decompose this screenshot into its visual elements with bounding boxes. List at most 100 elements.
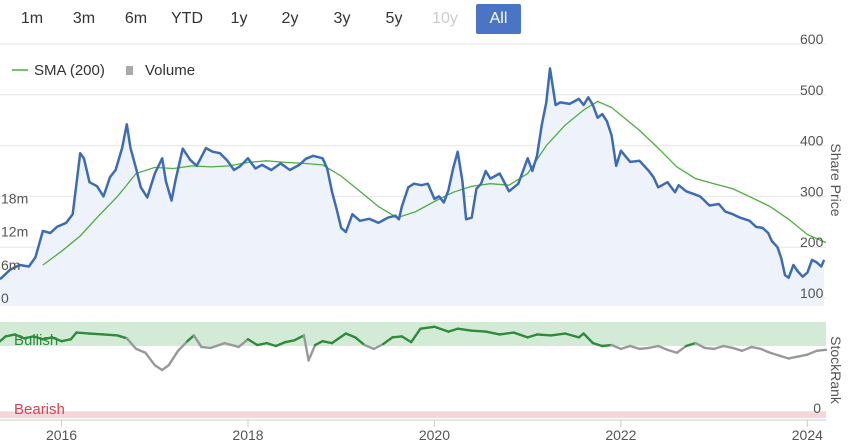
stockrank-segment <box>161 364 170 372</box>
stockrank-segment <box>796 353 809 358</box>
stockrank-segment <box>313 340 324 347</box>
stockrank-segment <box>629 344 641 351</box>
time-axis-label: 2016 <box>46 427 77 443</box>
stockrank-segment <box>186 334 196 343</box>
stockrank-segment <box>447 327 459 333</box>
range-button-6m[interactable]: 6m <box>124 10 148 27</box>
stockrank-segment <box>498 331 515 336</box>
stockrank-segment <box>470 329 487 333</box>
stockrank-segment <box>167 349 180 367</box>
stockrank-segment <box>144 351 156 367</box>
stockrank-segment <box>433 325 450 333</box>
range-button-all[interactable]: All <box>476 4 521 34</box>
time-axis: 2016 2018 2020 2022 2024 <box>0 419 826 443</box>
stockrank-segment <box>23 335 35 340</box>
stockrank-segment <box>806 349 818 356</box>
range-button-3m[interactable]: 3m <box>72 10 96 27</box>
stockrank-segment <box>41 336 54 341</box>
stockrank-segment <box>619 344 632 351</box>
stockrank-segment <box>353 336 366 347</box>
volume-tick-label: 18m <box>1 190 28 206</box>
stockrank-segment <box>647 344 660 350</box>
stockrank-segment <box>638 346 651 351</box>
stockrank-segment <box>223 341 240 349</box>
price-tick-label: 600 <box>800 31 824 47</box>
range-button-3y[interactable]: 3y <box>333 10 351 27</box>
stockrank-segment <box>740 345 753 352</box>
stockrank-segment <box>563 332 581 339</box>
stockrank-segment <box>778 354 790 360</box>
stockrank-segment <box>265 341 278 348</box>
stockrank-segment <box>591 341 604 348</box>
range-button-ytd[interactable]: YTD <box>171 10 203 27</box>
range-button-2y[interactable]: 2y <box>281 10 299 27</box>
stockrank-segment <box>321 340 334 345</box>
stockrank-segment <box>656 344 669 352</box>
stockrank-segment <box>88 332 105 336</box>
stockrank-segment <box>526 333 539 339</box>
price-area-fill <box>0 68 825 307</box>
price-tick-label: 300 <box>800 183 824 199</box>
range-button-5y[interactable]: 5y <box>385 10 403 27</box>
stockrank-segment <box>400 335 413 344</box>
range-selector: 1m 3m 6m YTD 1y 2y 3y 5y 10y All <box>0 4 540 36</box>
price-axis: 600 500 400 300 200 100 <box>800 31 824 301</box>
stockrank-segment <box>13 333 26 340</box>
stockrank-panel: Bullish Bearish 0 StockRank <box>0 322 844 418</box>
legend-volume-label[interactable]: Volume <box>145 62 195 79</box>
stockrank-segment <box>307 343 317 362</box>
stockrank-segment <box>381 336 394 346</box>
bearish-label: Bearish <box>14 401 65 418</box>
stockrank-segment <box>512 331 529 339</box>
stockrank-segment <box>125 337 138 351</box>
stockrank-segment <box>768 351 781 357</box>
stockrank-segment <box>363 343 376 351</box>
volume-tick-label: 0 <box>1 290 9 306</box>
stockrank-segment <box>69 331 78 341</box>
stockrank-segment <box>200 345 212 350</box>
stockrank-segment <box>484 330 501 336</box>
bearish-band <box>0 411 826 418</box>
stockrank-segment <box>535 333 553 337</box>
bullish-band <box>0 322 826 346</box>
legend-volume-swatch <box>126 66 133 75</box>
stockrank-segment <box>209 341 226 350</box>
price-tick-label: 200 <box>800 234 824 250</box>
volume-axis: 18m 12m 6m 0 <box>1 190 28 306</box>
stockrank-segment <box>176 340 189 352</box>
range-button-1m[interactable]: 1m <box>20 10 44 27</box>
stockrank-segment <box>256 341 268 347</box>
stockrank-segment <box>192 334 203 349</box>
stockrank-segment <box>344 332 357 339</box>
stockrank-segment <box>610 343 623 351</box>
price-tick-label: 400 <box>800 133 824 149</box>
range-button-1y[interactable]: 1y <box>230 10 248 27</box>
price-tick-label: 100 <box>800 285 824 301</box>
stockrank-segment <box>409 327 422 344</box>
stockrank-segment <box>456 327 473 332</box>
stockrank-segment <box>116 334 128 340</box>
stockrank-segment <box>549 332 567 337</box>
stockrank-segment <box>0 335 7 343</box>
stockrank-segment <box>684 341 697 348</box>
stockrank-segment <box>750 345 762 351</box>
stockrank-segment <box>274 340 287 348</box>
stockrank-segment <box>722 344 734 350</box>
stockrank-segment <box>51 336 63 343</box>
stockrank-segment <box>601 343 613 348</box>
stockrank-segment <box>330 332 348 345</box>
time-axis-label: 2020 <box>419 427 450 443</box>
stockrank-segment <box>759 347 772 354</box>
legend-sma-label[interactable]: SMA (200) <box>34 62 105 79</box>
stockrank-segment <box>391 335 404 339</box>
stockrank-segment <box>284 339 296 344</box>
volume-tick-label: 6m <box>1 257 20 273</box>
stockrank-segment <box>582 332 595 345</box>
stockrank-segment <box>134 347 147 354</box>
time-axis-label: 2024 <box>792 427 823 443</box>
stockrank-segment <box>731 346 744 352</box>
stockrank-segment <box>246 338 259 347</box>
stockrank-axis-title: StockRank <box>828 336 844 405</box>
stockrank-segment <box>666 348 679 354</box>
stockrank-segment <box>372 342 385 351</box>
